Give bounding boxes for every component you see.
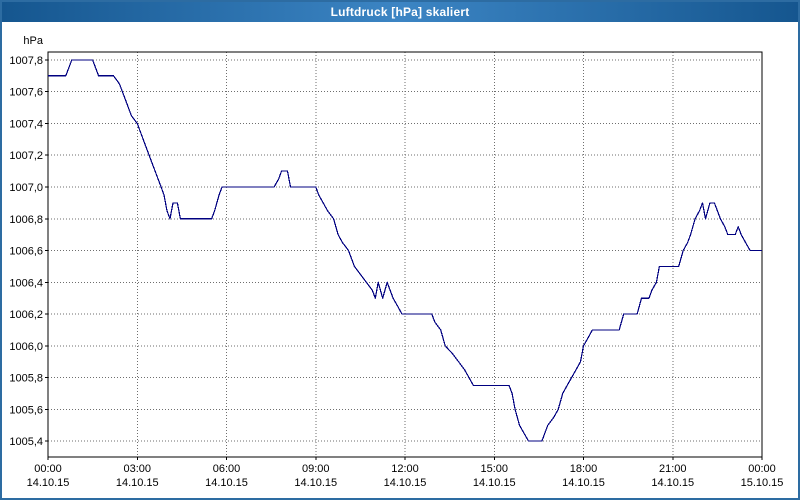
y-tick-label: 1007,4 — [9, 118, 43, 130]
plot-frame — [47, 51, 763, 458]
x-tick-time-label: 00:00 — [34, 463, 62, 475]
y-tick-label: 1007,2 — [9, 150, 43, 162]
x-tick-date-label: 14.10.15 — [205, 477, 248, 489]
x-tick-date-label: 14.10.15 — [562, 477, 605, 489]
y-tick-label: 1005,8 — [9, 373, 43, 385]
x-tick-date-label: 14.10.15 — [27, 477, 70, 489]
pressure-chart-area: 1007,8 1007,6 1007,4 1007,2 1007,0 1006,8 1006… — [2, 22, 798, 498]
y-tick-label: 1006,4 — [9, 277, 43, 289]
x-tick-date-label: 14.10.15 — [651, 477, 694, 489]
y-tick-label: 1006,2 — [9, 309, 43, 321]
window-titlebar: Luftdruck [hPa] skaliert — [2, 2, 798, 22]
x-tick-date-label: 14.10.15 — [294, 477, 337, 489]
x-tick-time-label: 18:00 — [570, 463, 598, 475]
x-tick-time-label: 15:00 — [480, 463, 508, 475]
y-tick-label: 1007,6 — [9, 87, 43, 99]
x-tick-time-label: 00:00 — [748, 463, 776, 475]
y-tick-label: 1007,0 — [9, 182, 43, 194]
y-axis-unit-label: hPa — [23, 35, 43, 47]
y-tick-label: 1006,0 — [9, 341, 43, 353]
y-tick-label: 1006,8 — [9, 214, 43, 226]
y-tick-label: 1005,4 — [9, 436, 43, 448]
pressure-line — [48, 59, 762, 442]
x-tick-date-label: 14.10.15 — [473, 477, 516, 489]
window-title: Luftdruck [hPa] skaliert — [330, 5, 470, 19]
x-tick-time-label: 21:00 — [659, 463, 687, 475]
y-tick-label: 1006,6 — [9, 246, 43, 258]
y-tick-label: 1005,6 — [9, 404, 43, 416]
x-tick-time-label: 09:00 — [302, 463, 330, 475]
y-tick-label: 1007,8 — [9, 55, 43, 67]
x-tick-date-label: 14.10.15 — [384, 477, 427, 489]
x-tick-date-label: 15.10.15 — [741, 477, 784, 489]
x-tick-date-label: 14.10.15 — [116, 477, 159, 489]
x-tick-time-label: 06:00 — [213, 463, 241, 475]
x-tick-time-label: 03:00 — [123, 463, 151, 475]
pressure-chart-canvas: 1007,8 1007,6 1007,4 1007,2 1007,0 1006,8 1006… — [9, 35, 784, 489]
x-tick-time-label: 12:00 — [391, 463, 419, 475]
